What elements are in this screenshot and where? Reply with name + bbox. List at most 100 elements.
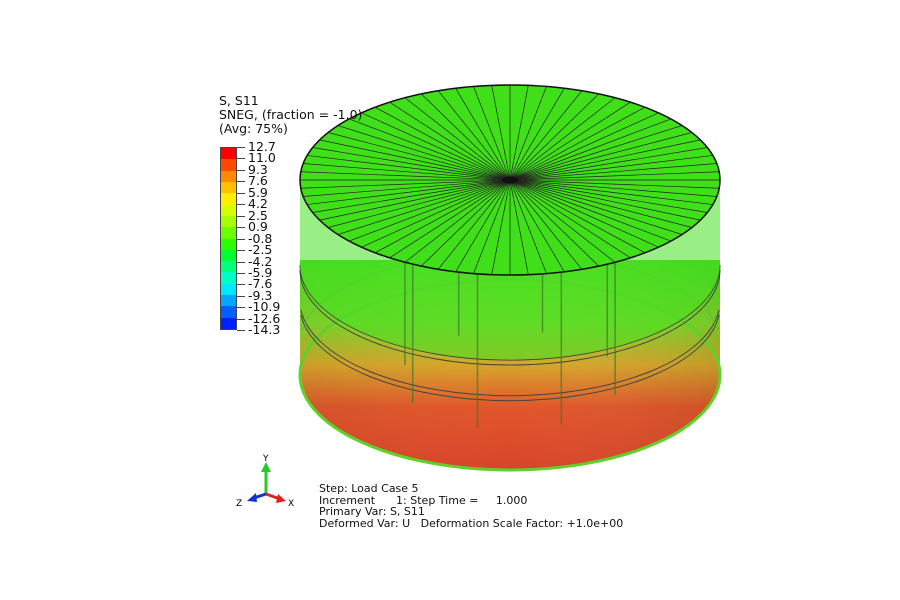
x-label: X	[288, 499, 294, 509]
roof-rafter	[389, 179, 511, 259]
roof-rafter	[421, 179, 511, 267]
legend-value: -4.2	[236, 255, 280, 268]
roof-rafter	[455, 88, 511, 181]
legend-band	[221, 295, 236, 307]
legend-value: -12.6	[236, 312, 280, 325]
roof-rafter	[509, 179, 547, 274]
legend-value: -9.3	[236, 289, 280, 302]
legend-value: 12.7	[236, 140, 280, 153]
legend-band	[221, 170, 236, 182]
legend-band	[221, 317, 236, 329]
roof-rafter	[509, 179, 720, 189]
roof-rafter	[509, 179, 529, 275]
roof-rafter	[509, 101, 631, 181]
legend-value: -2.5	[236, 243, 280, 256]
legend-band	[221, 227, 236, 239]
roof-rafter	[509, 179, 708, 213]
roof-rafter	[491, 179, 511, 275]
roof-rafter	[509, 179, 701, 221]
roof-rafter	[303, 163, 511, 181]
roof-rafter	[312, 147, 511, 181]
roof-rafter	[509, 179, 599, 267]
roof-rafter	[509, 118, 671, 181]
axis-triad: Y X Z	[236, 454, 294, 509]
roof-rafter	[509, 125, 683, 181]
legend-title: S, S11 SNEG, (fraction = -1.0) (Avg: 75%…	[219, 94, 362, 136]
tank-roof	[299, 84, 721, 276]
roof-rafter	[509, 90, 583, 181]
roof-rafter	[509, 179, 565, 272]
roof-rafter	[361, 112, 511, 181]
roof-rafter	[509, 88, 565, 181]
roof-rafter	[421, 93, 511, 181]
roof-rafter	[509, 179, 646, 254]
legend-band	[221, 261, 236, 273]
roof-rafter	[509, 179, 692, 228]
roof-rafter	[307, 179, 511, 205]
step-label: Step: Load Case 5	[319, 482, 419, 495]
z-label: Z	[236, 499, 242, 509]
step-info: Step: Load Case 5 Increment 1: Step Time…	[319, 483, 623, 529]
roof-rafter	[473, 179, 511, 274]
roof-rafter	[303, 179, 511, 197]
legend-value: 9.3	[236, 163, 280, 176]
legend-value: 7.6	[236, 174, 280, 187]
legend-color-bar	[220, 147, 237, 330]
legend-band	[221, 193, 236, 205]
legend-band	[221, 204, 236, 216]
roof-rafter	[509, 179, 659, 248]
deformed-var-label: Deformed Var: U Deformation Scale Factor…	[319, 516, 624, 530]
roof-rafter	[349, 179, 511, 242]
legend-labels: 12.7 11.0 9.3 7.6 5.9 4.2 2.5 0.9 -0.8 -2.5 -4.2 -5…	[236, 140, 280, 336]
roof-rafter	[509, 179, 616, 263]
roof-rafter	[509, 112, 659, 181]
legend-band	[221, 148, 236, 160]
roof-rafter	[509, 171, 720, 181]
roof-rafter	[300, 179, 511, 189]
legend-band	[221, 159, 236, 171]
legend-band	[221, 238, 236, 250]
roof-rafter	[312, 179, 511, 213]
roof-rafter	[509, 179, 631, 259]
roof-rafter	[374, 179, 511, 254]
roof-rafter	[509, 85, 529, 181]
roof-rafter	[349, 118, 511, 181]
legend-section: SNEG, (fraction = -1.0)	[219, 107, 363, 122]
roof-rafter	[509, 106, 646, 181]
legend-value: -0.8	[236, 232, 280, 245]
legend-value: -10.9	[236, 300, 280, 313]
legend-variable: S, S11	[219, 93, 259, 108]
roof-rafter	[473, 86, 511, 181]
roof-rafter	[509, 179, 717, 197]
roof-rafter	[509, 93, 599, 181]
legend-value: -5.9	[236, 266, 280, 279]
legend-value: 11.0	[236, 151, 280, 164]
roof-rafter	[337, 179, 511, 235]
roof-rafter	[455, 179, 511, 272]
roof-rafter	[328, 132, 511, 181]
roof-rafter	[509, 163, 717, 181]
legend-band	[221, 272, 236, 284]
roof-rafter	[389, 101, 511, 181]
roof-rafter	[404, 179, 511, 263]
legend-value: 0.9	[236, 220, 280, 233]
legend-value: 4.2	[236, 197, 280, 210]
legend-band	[221, 181, 236, 194]
legend-band	[221, 215, 236, 228]
legend-band	[221, 249, 236, 262]
legend-band	[221, 283, 236, 296]
roof-rafter	[509, 147, 708, 181]
legend-value: 5.9	[236, 186, 280, 199]
roof-rafter	[509, 86, 547, 181]
roof-rafter	[509, 97, 616, 181]
roof-rafter	[319, 139, 511, 181]
roof-rafter	[491, 85, 511, 181]
roof-rafter	[374, 106, 511, 181]
roof-rafter	[509, 179, 671, 242]
increment-label: Increment 1: Step Time = 1.000	[319, 493, 528, 507]
roof-rafter	[328, 179, 511, 228]
roof-rafter	[319, 179, 511, 221]
legend-value: -14.3	[236, 323, 280, 336]
roof-rafter	[509, 132, 692, 181]
